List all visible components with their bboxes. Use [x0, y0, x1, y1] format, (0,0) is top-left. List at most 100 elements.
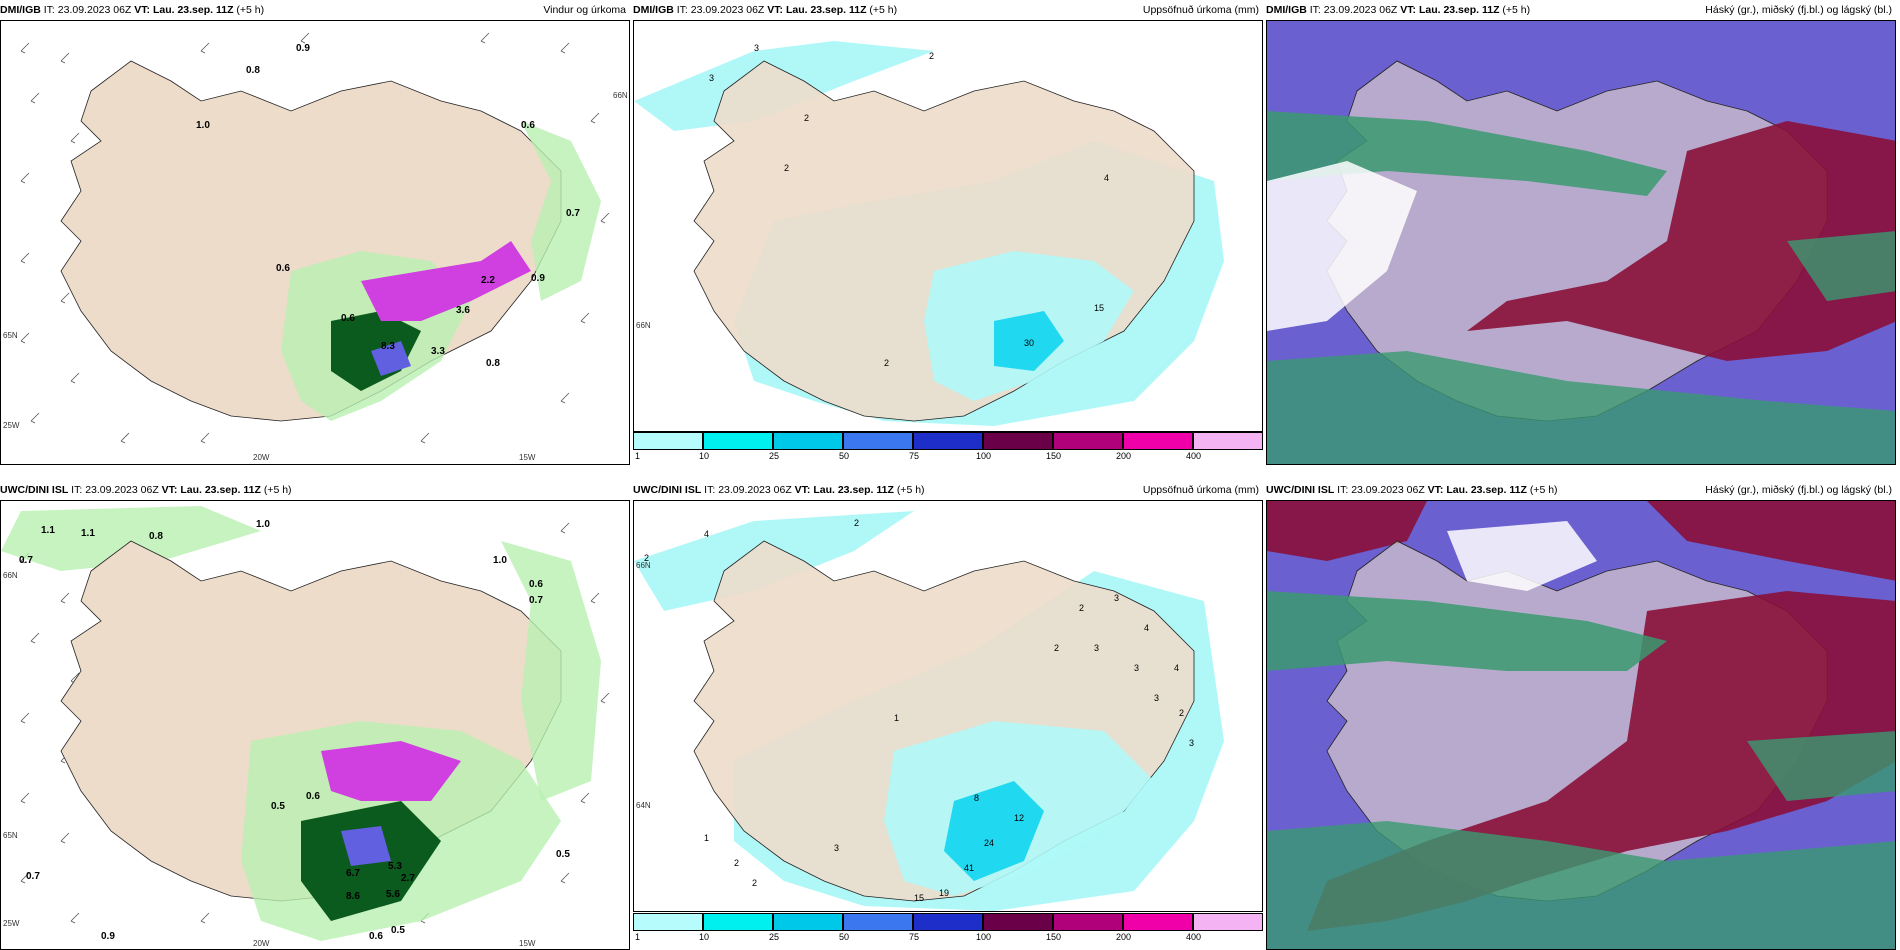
colorbar-swatch [913, 432, 983, 450]
panel-accum-precip-uwc: UWC/DINI ISL IT: 23.09.2023 06Z VT: Lau.… [633, 480, 1263, 945]
precip-green-east [501, 541, 601, 801]
value-label: 0.8 [486, 358, 500, 369]
value-label: 3.6 [456, 305, 470, 316]
panel-header: DMI/IGB IT: 23.09.2023 06Z VT: Lau. 23.s… [0, 0, 630, 20]
colorbar-swatch [633, 913, 703, 931]
vt-label: VT: [1400, 4, 1417, 16]
value-label: 19 [939, 888, 949, 898]
high-cloud [1267, 591, 1667, 671]
value-label: 15 [1094, 303, 1104, 313]
value-label: 0.5 [391, 925, 405, 936]
map-wind-precip: 1.1 1.1 1.0 0.8 0.7 1.0 0.6 0.7 0.5 0.6 … [0, 500, 630, 950]
map-svg: 1.1 1.1 1.0 0.8 0.7 1.0 0.6 0.7 0.5 0.6 … [1, 506, 610, 942]
value-label: 2 [884, 358, 889, 368]
colorbar-label: 50 [839, 451, 850, 461]
colorbar-swatch [983, 432, 1053, 450]
colorbar-swatch [1053, 432, 1123, 450]
it-value: 23.09.2023 06Z [57, 4, 132, 16]
panel-header: UWC/DINI ISL IT: 23.09.2023 06Z VT: Lau.… [1266, 480, 1896, 500]
white-gap [1267, 161, 1417, 331]
map-svg: 3 3 2 2 4 2 2 30 15 [634, 41, 1224, 426]
colorbar-label: 100 [976, 932, 992, 942]
value-label: 1.0 [493, 555, 507, 566]
colorbar-label: 10 [699, 932, 710, 942]
value-label: 2 [752, 878, 757, 888]
value-label: 0.7 [529, 595, 543, 606]
colorbar-label: 25 [769, 932, 780, 942]
panel-header: UWC/DINI ISL IT: 23.09.2023 06Z VT: Lau.… [0, 480, 630, 500]
it-value: 23.09.2023 06Z [690, 4, 765, 16]
value-label: 0.6 [529, 579, 543, 590]
colorbar-label: 1 [635, 932, 641, 942]
precip-violet [321, 741, 461, 801]
value-label: 4 [1104, 173, 1109, 183]
map-svg: 2 4 2 2 3 4 3 2 3 4 3 2 3 1 1 2 3 12 24 … [634, 511, 1224, 911]
colorbar-precip: 1 10 25 50 75 100 150 200 400 [633, 432, 1263, 462]
colorbar-label: 150 [1046, 451, 1062, 461]
lon-label: 15W [519, 453, 536, 462]
lon-label: 15W [519, 939, 536, 948]
colorbar-label: 400 [1186, 932, 1202, 942]
colorbar-label: 75 [909, 451, 920, 461]
precip-green-east [521, 121, 601, 301]
value-label: 15 [914, 893, 924, 903]
map-accum-precip: 3 3 2 2 4 2 2 30 15 66N [633, 20, 1263, 432]
lat-label: 65N [3, 831, 18, 840]
value-label: 2.2 [481, 275, 495, 286]
it-value: 23.09.2023 06Z [1323, 4, 1398, 16]
lat-label: 66N [636, 321, 651, 330]
value-label: 2 [734, 858, 739, 868]
value-label: 3.3 [431, 346, 445, 357]
value-label: 0.6 [369, 931, 383, 942]
lead-time: (+5 h) [1502, 4, 1531, 16]
vt-value: Lau. 23.sep. 11Z [152, 4, 234, 16]
vt-value: Lau. 23.sep. 11Z [813, 484, 894, 496]
colorbar-label: 200 [1116, 932, 1132, 942]
lead-time: (+5 h) [869, 4, 898, 16]
value-label: 41 [964, 863, 974, 873]
vt-label: VT: [134, 4, 151, 16]
it-label: IT: [43, 4, 55, 16]
colorbar-label: 1 [635, 451, 641, 461]
value-label: 0.8 [149, 531, 163, 542]
it-label: IT: [676, 4, 688, 16]
value-label: 2 [644, 553, 649, 563]
product-title: Uppsöfnuð úrkoma (mm) [1142, 4, 1259, 16]
model-name: DMI/IGB [1266, 4, 1307, 16]
colorbar-swatch [1123, 913, 1193, 931]
high-cloud-east [1787, 231, 1895, 301]
colorbar-swatch [913, 913, 983, 931]
value-label: 1.0 [196, 120, 210, 131]
panel-accum-precip-dmi: DMI/IGB IT: 23.09.2023 06Z VT: Lau. 23.s… [633, 0, 1263, 465]
colorbar-label: 75 [909, 932, 920, 942]
precip-blue [341, 826, 391, 866]
value-label: 0.7 [19, 555, 33, 566]
it-label: IT: [1309, 4, 1321, 16]
value-label: 3 [834, 843, 839, 853]
colorbar-swatch [983, 913, 1053, 931]
value-label: 4 [1144, 623, 1149, 633]
value-label: 0.8 [246, 65, 260, 76]
value-label: 1 [704, 833, 709, 843]
colorbar-swatch [1193, 913, 1263, 931]
precip-blue [371, 341, 411, 376]
colorbar-precip: 1 10 25 50 75 100 150 200 400 [633, 913, 1263, 943]
product-title: Háský (gr.), miðský (fj.bl.) og lágský (… [1705, 4, 1892, 16]
value-label: 1 [894, 713, 899, 723]
value-label: 5.6 [386, 889, 400, 900]
value-label: 3 [709, 73, 714, 83]
high-cloud-south [1267, 821, 1895, 949]
colorbar-label: 10 [699, 451, 710, 461]
value-label: 2.7 [401, 873, 415, 884]
lat-label: 66N [636, 561, 651, 570]
it-value: 23.09.2023 06Z [1351, 484, 1425, 496]
value-label: 6.7 [346, 868, 360, 879]
value-label: 3 [1189, 738, 1194, 748]
value-label: 2 [784, 163, 789, 173]
value-label: 3 [1134, 663, 1139, 673]
wind-barbs [20, 32, 610, 444]
it-label: IT: [1337, 484, 1349, 496]
lead-time: (+5 h) [236, 4, 265, 16]
vt-value: Lau. 23.sep. 11Z [1446, 484, 1527, 496]
value-label: 12 [1014, 813, 1024, 823]
